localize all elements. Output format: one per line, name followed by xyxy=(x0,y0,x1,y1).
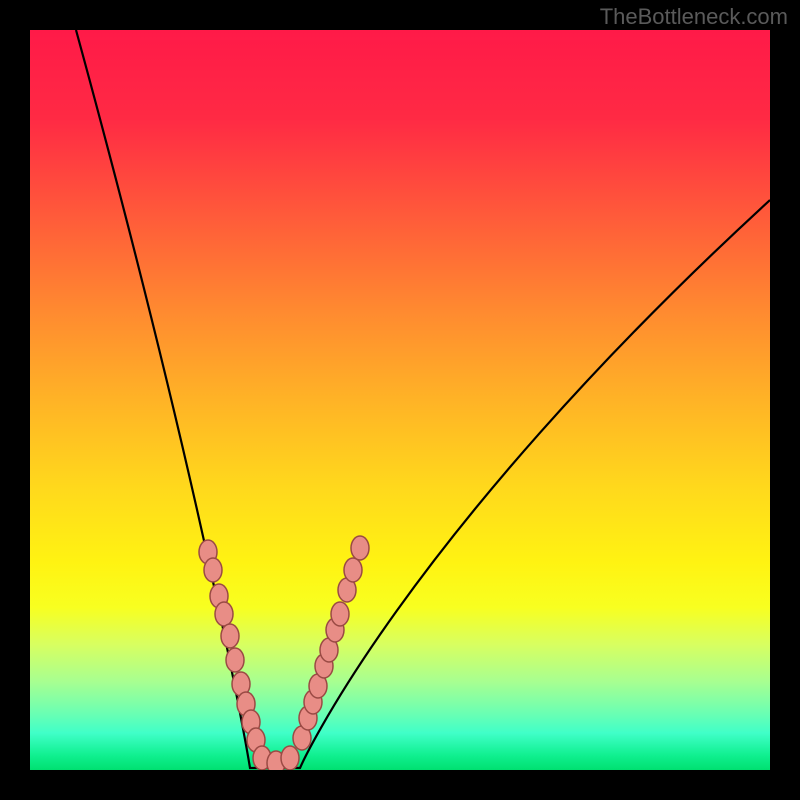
marker-right-7 xyxy=(331,602,349,626)
marker-left-5 xyxy=(226,648,244,672)
bottleneck-chart xyxy=(0,0,800,800)
marker-right-9 xyxy=(344,558,362,582)
watermark-text: TheBottleneck.com xyxy=(600,4,788,30)
marker-left-3 xyxy=(215,602,233,626)
marker-right-10 xyxy=(351,536,369,560)
plot-area xyxy=(30,30,770,770)
chart-container: { "watermark": { "text": "TheBottleneck.… xyxy=(0,0,800,800)
marker-left-4 xyxy=(221,624,239,648)
marker-bottom-2 xyxy=(281,746,299,770)
marker-left-1 xyxy=(204,558,222,582)
